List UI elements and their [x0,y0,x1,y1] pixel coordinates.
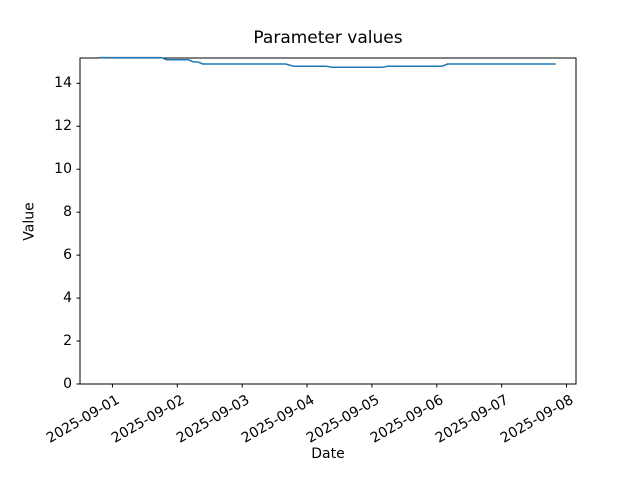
y-tick-label: 12 [54,118,72,135]
data-line [98,56,556,68]
x-axis-label: Date [311,446,345,462]
x-tick-marks [111,384,568,388]
y-tick-label: 4 [63,290,72,307]
y-tick-marks [76,82,80,385]
y-tick-label: 8 [63,204,72,221]
chart-title: Parameter values [253,28,403,48]
y-tick-label: 0 [63,376,72,392]
y-tick-label: 2 [63,333,72,350]
y-tick-label: 10 [54,161,72,178]
plot-border [79,57,577,385]
y-tick-label: 14 [54,75,72,92]
y-tick-label: 6 [63,247,72,264]
